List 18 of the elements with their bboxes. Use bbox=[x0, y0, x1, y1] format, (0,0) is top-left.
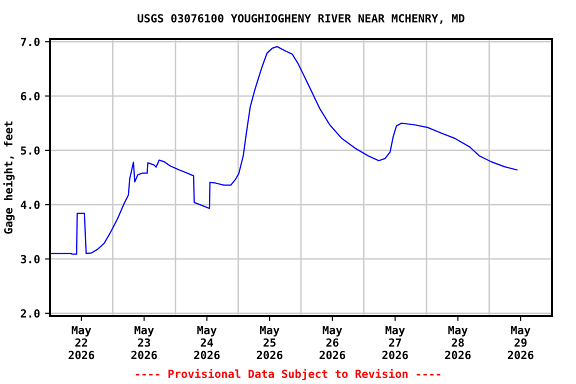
x-tick-label: May 27 2026 bbox=[382, 326, 408, 360]
x-tick-label: May 22 2026 bbox=[68, 326, 94, 360]
x-tick-label: May 25 2026 bbox=[256, 326, 282, 360]
y-tick-label: 3.0 bbox=[20, 254, 40, 264]
chart-title: USGS 03076100 YOUGHIOGHENY RIVER NEAR MCHENRY, MD bbox=[138, 14, 464, 24]
x-tick-label: May 23 2026 bbox=[131, 326, 157, 360]
x-tick-label: May 26 2026 bbox=[320, 326, 346, 360]
x-tick-label: May 29 2026 bbox=[508, 326, 534, 360]
y-tick-label: 4.0 bbox=[20, 200, 40, 210]
x-tick-label: May 24 2026 bbox=[194, 326, 220, 360]
line-series bbox=[50, 46, 518, 255]
y-axis-title: Gage height, feet bbox=[3, 122, 15, 234]
y-tick-label: 7.0 bbox=[20, 38, 40, 46]
y-tick-label: 5.0 bbox=[20, 146, 40, 155]
y-tick-label: 2.0 bbox=[20, 309, 40, 318]
y-tick-label: 6.0 bbox=[20, 92, 40, 100]
text: ---- Provisional Data Subject to Revision ---- bbox=[136, 368, 440, 380]
x-tick-label: May 28 2026 bbox=[445, 326, 471, 360]
